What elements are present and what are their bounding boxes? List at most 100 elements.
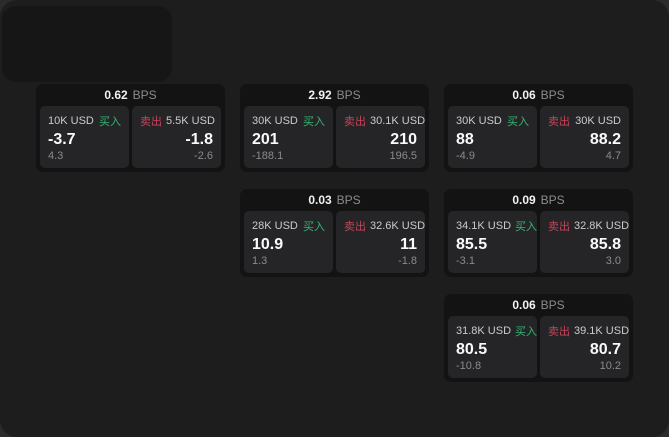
sell-top-row: 卖出 30.1K USD [344, 113, 425, 129]
buy-side-label: 买入 [507, 116, 529, 128]
buy-amount: 28K USD [252, 220, 298, 232]
bps-value: 0.09 [512, 193, 536, 207]
sell-sub-value: 10.2 [599, 360, 621, 372]
buy-side-label: 买入 [515, 221, 538, 233]
bps-unit-label: BPS [336, 193, 361, 207]
sell-top-row: 卖出 30K USD [548, 113, 621, 129]
sell-value: 85.8 [589, 235, 621, 253]
sell-value: 11 [400, 235, 417, 253]
sell-side-label: 卖出 [548, 116, 570, 128]
bps-unit-label: BPS [336, 88, 361, 102]
sell-value: -1.8 [185, 130, 213, 148]
buy-side-label: 买入 [303, 116, 325, 128]
sell-amount: 32.6K USD [370, 220, 426, 232]
buy-panel[interactable]: 30K USD 买入 88 -4.9 [448, 106, 537, 168]
sell-side-label: 卖出 [548, 326, 570, 338]
quote-card: 0.06 BPS 30K USD 买入 88 -4.9 卖出 30K USD 8… [444, 84, 633, 172]
sell-value: 80.7 [589, 340, 621, 358]
sell-sub-value: 196.5 [389, 150, 417, 162]
buy-amount: 30K USD [252, 115, 298, 127]
bps-unit-label: BPS [540, 88, 565, 102]
card-header: 2.92 BPS [244, 84, 425, 106]
quote-panels: 30K USD 买入 88 -4.9 卖出 30K USD 88.2 4.7 [448, 106, 629, 168]
corner-overlay [2, 6, 172, 82]
card-header: 0.62 BPS [40, 84, 221, 106]
buy-amount: 31.8K USD [456, 325, 512, 337]
bps-value: 0.03 [308, 193, 332, 207]
sell-sub-value: -1.8 [398, 255, 417, 267]
sell-sub-value: 4.7 [605, 150, 621, 162]
buy-panel[interactable]: 34.1K USD 买入 85.5 -3.1 [448, 211, 537, 273]
sell-value: 210 [390, 130, 417, 148]
card-header: 0.06 BPS [448, 294, 629, 316]
buy-top-row: 28K USD 买入 [252, 218, 325, 234]
quote-panels: 28K USD 买入 10.9 1.3 卖出 32.6K USD 11 -1.8 [244, 211, 425, 273]
buy-top-row: 31.8K USD 买入 [456, 323, 537, 339]
sell-panel[interactable]: 卖出 32.8K USD 85.8 3.0 [540, 211, 629, 273]
sell-amount: 30K USD [575, 115, 621, 127]
card-header: 0.06 BPS [448, 84, 629, 106]
buy-sub-value: -188.1 [252, 150, 284, 162]
sell-panel[interactable]: 卖出 30K USD 88.2 4.7 [540, 106, 629, 168]
sell-side-label: 卖出 [140, 116, 162, 128]
bps-value: 2.92 [308, 88, 332, 102]
sell-value: 88.2 [589, 130, 621, 148]
quote-card: 0.09 BPS 34.1K USD 买入 85.5 -3.1 卖出 32.8K… [444, 189, 633, 277]
quote-card: 0.03 BPS 28K USD 买入 10.9 1.3 卖出 32.6K US… [240, 189, 429, 277]
sell-panel[interactable]: 卖出 30.1K USD 210 196.5 [336, 106, 425, 168]
buy-top-row: 34.1K USD 买入 [456, 218, 537, 234]
buy-sub-value: -4.9 [456, 150, 475, 162]
buy-value: 10.9 [252, 235, 284, 253]
quote-panels: 34.1K USD 买入 85.5 -3.1 卖出 32.8K USD 85.8… [448, 211, 629, 273]
sell-side-label: 卖出 [548, 221, 570, 233]
buy-amount: 30K USD [456, 115, 502, 127]
buy-value: -3.7 [48, 130, 76, 148]
quote-panels: 31.8K USD 买入 80.5 -10.8 卖出 39.1K USD 80.… [448, 316, 629, 378]
buy-side-label: 买入 [99, 116, 121, 128]
sell-top-row: 卖出 32.6K USD [344, 218, 425, 234]
quote-card: 0.06 BPS 31.8K USD 买入 80.5 -10.8 卖出 39.1… [444, 294, 633, 382]
buy-sub-value: -10.8 [456, 360, 482, 372]
buy-amount: 34.1K USD [456, 220, 512, 232]
sell-sub-value: -2.6 [194, 150, 213, 162]
sell-panel[interactable]: 卖出 5.5K USD -1.8 -2.6 [132, 106, 221, 168]
buy-panel[interactable]: 31.8K USD 买入 80.5 -10.8 [448, 316, 537, 378]
bps-value: 0.62 [104, 88, 128, 102]
cards-grid: 0.62 BPS 10K USD 买入 -3.7 4.3 卖出 5.5K USD… [36, 84, 633, 382]
buy-sub-value: 1.3 [252, 255, 268, 267]
buy-panel[interactable]: 30K USD 买入 201 -188.1 [244, 106, 333, 168]
quote-card: 0.62 BPS 10K USD 买入 -3.7 4.3 卖出 5.5K USD… [36, 84, 225, 172]
sell-amount: 30.1K USD [370, 115, 426, 127]
buy-value: 88 [456, 130, 474, 148]
buy-top-row: 30K USD 买入 [456, 113, 529, 129]
buy-value: 80.5 [456, 340, 488, 358]
bps-unit-label: BPS [540, 298, 565, 312]
buy-side-label: 买入 [303, 221, 325, 233]
sell-top-row: 卖出 39.1K USD [548, 323, 629, 339]
card-header: 0.09 BPS [448, 189, 629, 211]
card-header: 0.03 BPS [244, 189, 425, 211]
bps-unit-label: BPS [540, 193, 565, 207]
sell-amount: 32.8K USD [574, 220, 630, 232]
buy-side-label: 买入 [515, 326, 538, 338]
bps-value: 0.06 [512, 88, 536, 102]
sell-sub-value: 3.0 [605, 255, 621, 267]
sell-panel[interactable]: 卖出 32.6K USD 11 -1.8 [336, 211, 425, 273]
bps-value: 0.06 [512, 298, 536, 312]
quote-card: 2.92 BPS 30K USD 买入 201 -188.1 卖出 30.1K … [240, 84, 429, 172]
buy-amount: 10K USD [48, 115, 94, 127]
buy-panel[interactable]: 28K USD 买入 10.9 1.3 [244, 211, 333, 273]
buy-top-row: 30K USD 买入 [252, 113, 325, 129]
quote-panels: 30K USD 买入 201 -188.1 卖出 30.1K USD 210 1… [244, 106, 425, 168]
buy-sub-value: -3.1 [456, 255, 475, 267]
buy-top-row: 10K USD 买入 [48, 113, 121, 129]
buy-value: 201 [252, 130, 279, 148]
sell-panel[interactable]: 卖出 39.1K USD 80.7 10.2 [540, 316, 629, 378]
buy-value: 85.5 [456, 235, 488, 253]
buy-sub-value: 4.3 [48, 150, 64, 162]
bps-unit-label: BPS [132, 88, 157, 102]
sell-amount: 5.5K USD [166, 115, 215, 127]
sell-top-row: 卖出 5.5K USD [140, 113, 215, 129]
buy-panel[interactable]: 10K USD 买入 -3.7 4.3 [40, 106, 129, 168]
